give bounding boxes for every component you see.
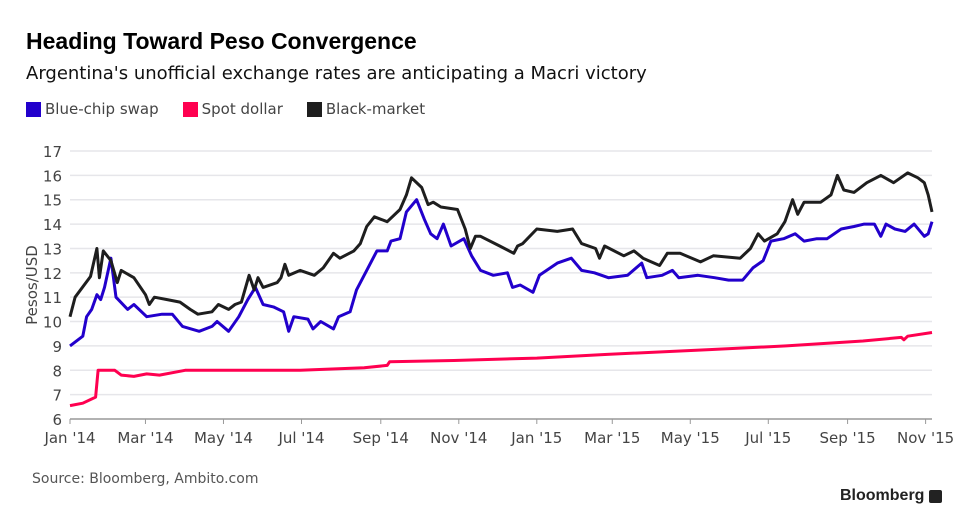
series-line-blue-chip-swap: [69, 198, 934, 348]
series-line-spot-dollar: [69, 331, 933, 408]
y-tick-label: 9: [52, 338, 62, 356]
x-tick-label: Jan '14: [43, 429, 95, 447]
y-tick-label: 6: [52, 411, 62, 429]
legend-item-blue-chip: Blue-chip swap: [26, 100, 159, 118]
x-tick-label: Mar '14: [117, 429, 173, 447]
x-tick-label: May '14: [194, 429, 253, 447]
bloomberg-chart-icon: [929, 489, 943, 503]
legend-swatch: [182, 101, 198, 117]
legend-label: Blue-chip swap: [45, 100, 159, 118]
y-tick-label: 14: [43, 216, 62, 234]
x-tick-label: Mar '15: [584, 429, 640, 447]
legend-label: Spot dollar: [201, 100, 283, 118]
bloomberg-logo: Bloomberg: [840, 487, 943, 505]
y-tick-label: 10: [43, 314, 62, 332]
y-axis-label: Pesos/USD: [23, 245, 41, 325]
brand-text: Bloomberg: [840, 487, 925, 504]
x-tick-label: Jul '14: [277, 429, 324, 447]
x-tick-label: Sep '14: [353, 429, 409, 447]
legend-swatch: [26, 101, 41, 117]
x-tick-label: Jul '15: [744, 429, 791, 447]
chart-subtitle: Argentina's unofficial exchange rates ar…: [26, 63, 647, 84]
legend-swatch: [306, 101, 322, 117]
source-note: Source: Bloomberg, Ambito.com: [32, 471, 259, 487]
y-tick-label: 16: [43, 167, 62, 185]
y-tick-label: 17: [43, 143, 62, 161]
x-tick-label: Jan '15: [510, 429, 562, 447]
y-tick-label: 12: [43, 265, 62, 283]
chart-title: Heading Toward Peso Convergence: [26, 28, 417, 54]
x-tick-label: Sep '15: [819, 429, 875, 447]
x-tick-label: Nov '15: [897, 429, 954, 447]
x-tick-label: Nov '14: [430, 429, 487, 447]
legend-item-black-market: Black-market: [306, 100, 426, 118]
legend-label: Black-market: [325, 100, 426, 118]
x-tick-label: May '15: [661, 429, 720, 447]
y-tick-label: 11: [43, 289, 62, 307]
y-tick-label: 7: [52, 387, 62, 405]
series-line-black-market: [68, 171, 934, 318]
y-tick-label: 13: [43, 240, 62, 258]
y-tick-label: 15: [43, 192, 62, 210]
legend-item-spot: Spot dollar: [182, 100, 283, 118]
legend: Blue-chip swap Spot dollar Black-market: [26, 100, 425, 118]
y-tick-label: 8: [52, 362, 62, 380]
